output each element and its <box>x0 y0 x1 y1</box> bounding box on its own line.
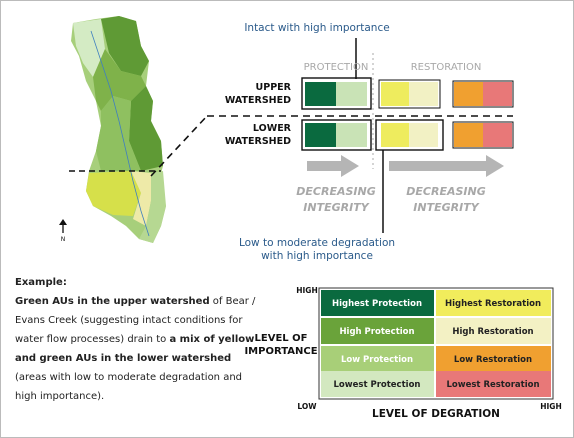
example-text: Example: Green AUs in the upper watershe… <box>15 273 257 406</box>
callout: with high importance <box>261 250 373 262</box>
arrow-label: DECREASING <box>406 185 485 198</box>
matrix-cell: Low Restoration <box>454 355 532 365</box>
row-label: WATERSHED <box>225 136 291 147</box>
matrix-cell: Highest Restoration <box>445 299 541 309</box>
axis-end: LOW <box>297 402 317 411</box>
axis-end: HIGH <box>540 402 562 411</box>
upper-boxes <box>301 77 514 110</box>
lower-boxes <box>301 119 514 151</box>
arrows <box>307 155 504 177</box>
row-label: UPPER <box>256 82 292 93</box>
axis-title: IMPORTANCE <box>244 346 317 357</box>
matrix-cell: High Restoration <box>452 327 533 337</box>
north-arrow <box>59 219 67 233</box>
matrix-cell: Lowest Restoration <box>446 380 539 390</box>
matrix-cell: Low Protection <box>341 355 413 365</box>
matrix-cell: Highest Protection <box>332 299 422 309</box>
callout: Intact with high importance <box>244 22 389 34</box>
column-label: RESTORATION <box>411 62 482 73</box>
example-heading: Example: <box>15 277 67 288</box>
arrow-label: INTEGRITY <box>303 201 369 214</box>
example-text-bold: Green AUs in the upper watershed <box>15 296 210 307</box>
example-text: (areas with low to moderate degradation … <box>15 372 243 402</box>
axis-title: LEVEL OF <box>255 333 308 344</box>
column-label: PROTECTION <box>304 62 369 73</box>
connector <box>150 115 208 177</box>
north-label: N <box>61 236 66 243</box>
arrow-label: INTEGRITY <box>413 201 479 214</box>
matrix-cell: Lowest Protection <box>334 380 421 390</box>
row-label: LOWER <box>253 123 292 134</box>
matrix <box>318 287 554 400</box>
watershed-map <box>71 16 166 243</box>
example-text-bold: a mix of yellow and green AUs in the low… <box>15 334 255 364</box>
arrow-label: DECREASING <box>296 185 375 198</box>
axis-title: LEVEL OF DEGRATION <box>372 408 500 420</box>
example-text: of Bear / Evans Creek (suggesting intact… <box>15 296 256 345</box>
axis-end: HIGH <box>296 286 318 295</box>
callout: Low to moderate degradation <box>239 237 395 249</box>
row-label: WATERSHED <box>225 95 291 106</box>
matrix-cell: High Protection <box>339 327 414 337</box>
